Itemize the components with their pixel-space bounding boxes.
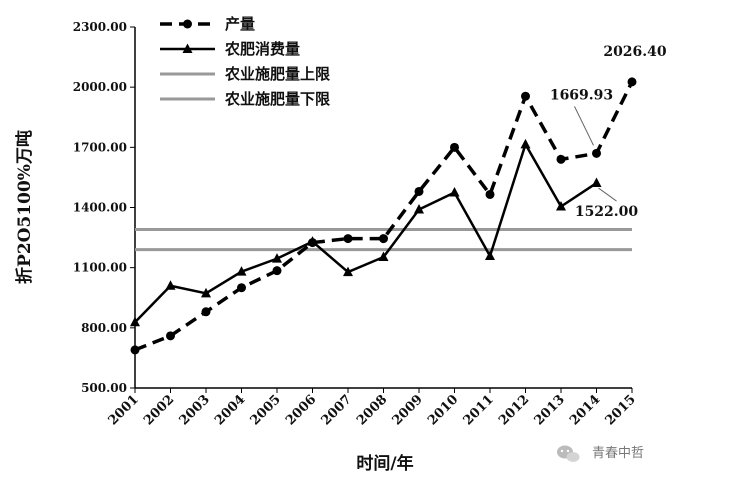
- x-tick-label: 2012: [496, 392, 532, 428]
- annotation-leader: [598, 187, 617, 202]
- data-point-circle: [450, 142, 459, 152]
- annotation-label: 1522.00: [575, 204, 639, 220]
- data-point-triangle: [591, 177, 602, 188]
- annotation-label: 2026.40: [603, 44, 667, 60]
- x-tick-label: 2006: [283, 392, 319, 428]
- data-point-triangle: [130, 316, 140, 327]
- y-tick-label: 800.00: [81, 321, 127, 335]
- data-point-circle: [272, 266, 282, 276]
- annotation-label: 1669.93: [550, 87, 613, 103]
- watermark: 青春中哲: [557, 445, 644, 462]
- data-point-circle: [237, 283, 246, 293]
- series: [130, 77, 637, 355]
- data-point-triangle: [201, 287, 211, 298]
- x-tick-label: 2013: [532, 392, 568, 428]
- legend-label: 农业施肥量下限: [224, 90, 330, 108]
- data-point-triangle: [165, 280, 176, 290]
- data-point-circle: [627, 77, 637, 87]
- legend-label: 农肥消费量: [224, 40, 300, 58]
- x-tick-label: 2005: [248, 392, 284, 428]
- data-point-triangle: [414, 204, 424, 214]
- data-point-triangle: [449, 186, 460, 197]
- legend-label: 产量: [225, 15, 255, 33]
- data-point-triangle: [556, 200, 566, 211]
- data-point-triangle: [272, 253, 282, 263]
- y-tick-label: 2000.00: [73, 80, 127, 94]
- y-tick-label: 1400.00: [73, 201, 127, 215]
- annotations: 2026.40 1669.93 1522.00: [550, 44, 667, 220]
- x-tick-label: 2011: [461, 392, 497, 428]
- y-tick-label: 500.00: [81, 381, 127, 395]
- x-tick-label: 2015: [603, 392, 639, 428]
- data-point-circle: [556, 154, 566, 164]
- x-tick-label: 2009: [390, 392, 426, 428]
- data-point-circle: [379, 234, 388, 244]
- series-line-0: [134, 81, 634, 352]
- x-tick-label: 2004: [212, 392, 248, 428]
- x-tick-label: 2007: [319, 392, 355, 428]
- data-point-circle: [130, 345, 140, 355]
- data-point-circle: [485, 189, 495, 199]
- x-tick-label: 2001: [106, 392, 142, 428]
- x-axis-title: 时间/年: [356, 453, 413, 474]
- annotation-leader: [574, 106, 594, 146]
- data-point-triangle: [378, 251, 389, 262]
- legend-marker-circle: [183, 19, 192, 29]
- data-point-circle: [201, 307, 211, 317]
- x-tick-label: 2014: [567, 392, 603, 428]
- wechat-icon: [557, 445, 580, 462]
- data-point-circle: [343, 234, 353, 244]
- data-point-triangle: [520, 138, 531, 149]
- y-tick-label: 2300.00: [73, 20, 127, 34]
- series-line-1: [134, 141, 598, 324]
- data-point-triangle: [343, 266, 353, 277]
- watermark-text: 青春中哲: [592, 446, 644, 461]
- data-point-circle: [414, 186, 424, 196]
- x-tick-label: 2010: [425, 392, 461, 428]
- data-point-circle: [521, 91, 530, 101]
- y-tick-label: 1700.00: [73, 140, 127, 154]
- data-point-circle: [166, 331, 175, 341]
- x-tick-label: 2003: [177, 392, 213, 428]
- reference-lines: [135, 228, 632, 252]
- x-tick-label: 2008: [354, 392, 390, 428]
- data-point-triangle: [485, 250, 495, 261]
- legend-marker-triangle: [182, 43, 193, 53]
- x-tick-label: 2002: [141, 392, 177, 428]
- y-tick-label: 1100.00: [73, 261, 127, 275]
- legend-label: 农业施肥量上限: [224, 65, 330, 83]
- data-point-circle: [592, 148, 601, 158]
- y-axis-title: 折P2O5100%万吨: [14, 130, 35, 284]
- axes: 500.00 800.00 1100.00 1400.00 1700.00 2000.00…: [73, 20, 639, 428]
- data-point-triangle: [307, 236, 318, 246]
- data-point-triangle: [236, 266, 247, 276]
